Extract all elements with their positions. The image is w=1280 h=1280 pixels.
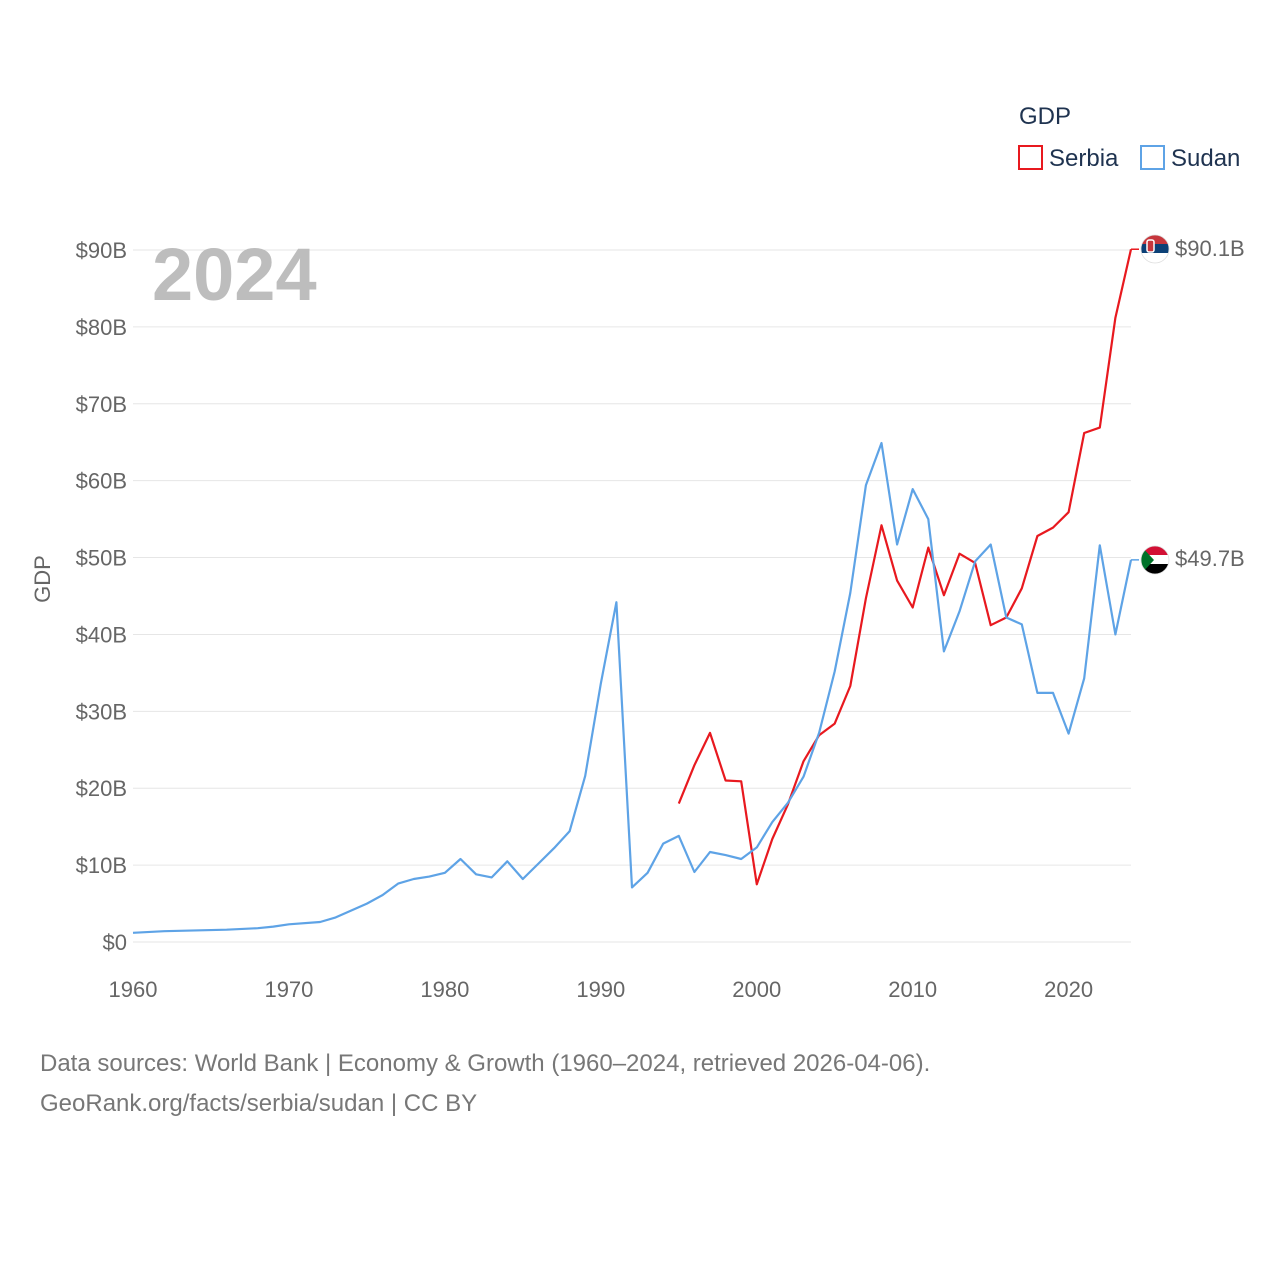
y-tick-label: $60B [76,469,127,494]
legend-item-sudan[interactable]: Sudan [1140,145,1240,172]
data-sources-note: Data sources: World Bank | Economy & Gro… [40,1050,931,1077]
legend-label-serbia: Serbia [1049,145,1119,172]
legend-swatch-sudan [1140,145,1165,170]
gdp-line-chart: $0 $10B $20B $30B $40B $50B $60B $70B $80B $90B 1… [30,103,1245,1002]
gridlines [133,249,1131,943]
legend-item-serbia[interactable]: Serbia [1018,145,1119,172]
x-tick-label: 2000 [732,977,781,1002]
attribution-link[interactable]: GeoRank.org/facts/serbia/sudan | CC BY [40,1090,478,1117]
x-tick-label: 1960 [109,977,158,1002]
legend-swatch-serbia [1018,145,1043,170]
year-label: 2024 [152,233,317,316]
x-tick-label: 2010 [888,977,937,1002]
series-line-serbia [677,248,1133,886]
y-tick-label: $90B [76,238,127,263]
legend-label-sudan: Sudan [1171,145,1240,172]
y-tick-label: $20B [76,776,127,801]
x-tick-label: 1990 [576,977,625,1002]
y-tick-label: $30B [76,699,127,724]
y-axis-label: GDP [30,555,55,603]
x-tick-label: 1970 [264,977,313,1002]
y-tick-label: $50B [76,546,127,571]
serbia-end-value: $90.1B [1175,236,1245,261]
series-lines [132,248,1139,934]
x-tick-label: 1980 [420,977,469,1002]
legend[interactable]: GDP Serbia Sudan [1018,103,1240,172]
y-axis-ticks: $0 $10B $20B $30B $40B $50B $60B $70B $80B $90B [76,238,127,955]
series-line-sudan [132,441,1133,934]
y-tick-label: $0 [103,930,127,955]
y-tick-label: $70B [76,392,127,417]
legend-title: GDP [1019,103,1071,130]
x-tick-label: 2020 [1044,977,1093,1002]
y-tick-label: $40B [76,622,127,647]
y-tick-label: $10B [76,853,127,878]
sudan-end-value: $49.7B [1175,546,1245,571]
sudan-flag-icon [1141,546,1169,574]
y-tick-label: $80B [76,315,127,340]
x-axis-ticks: 1960 1970 1980 1990 2000 2010 2020 [109,977,1094,1002]
footer: Data sources: World Bank | Economy & Gro… [40,1044,930,1124]
serbia-flag-icon [1141,235,1169,263]
